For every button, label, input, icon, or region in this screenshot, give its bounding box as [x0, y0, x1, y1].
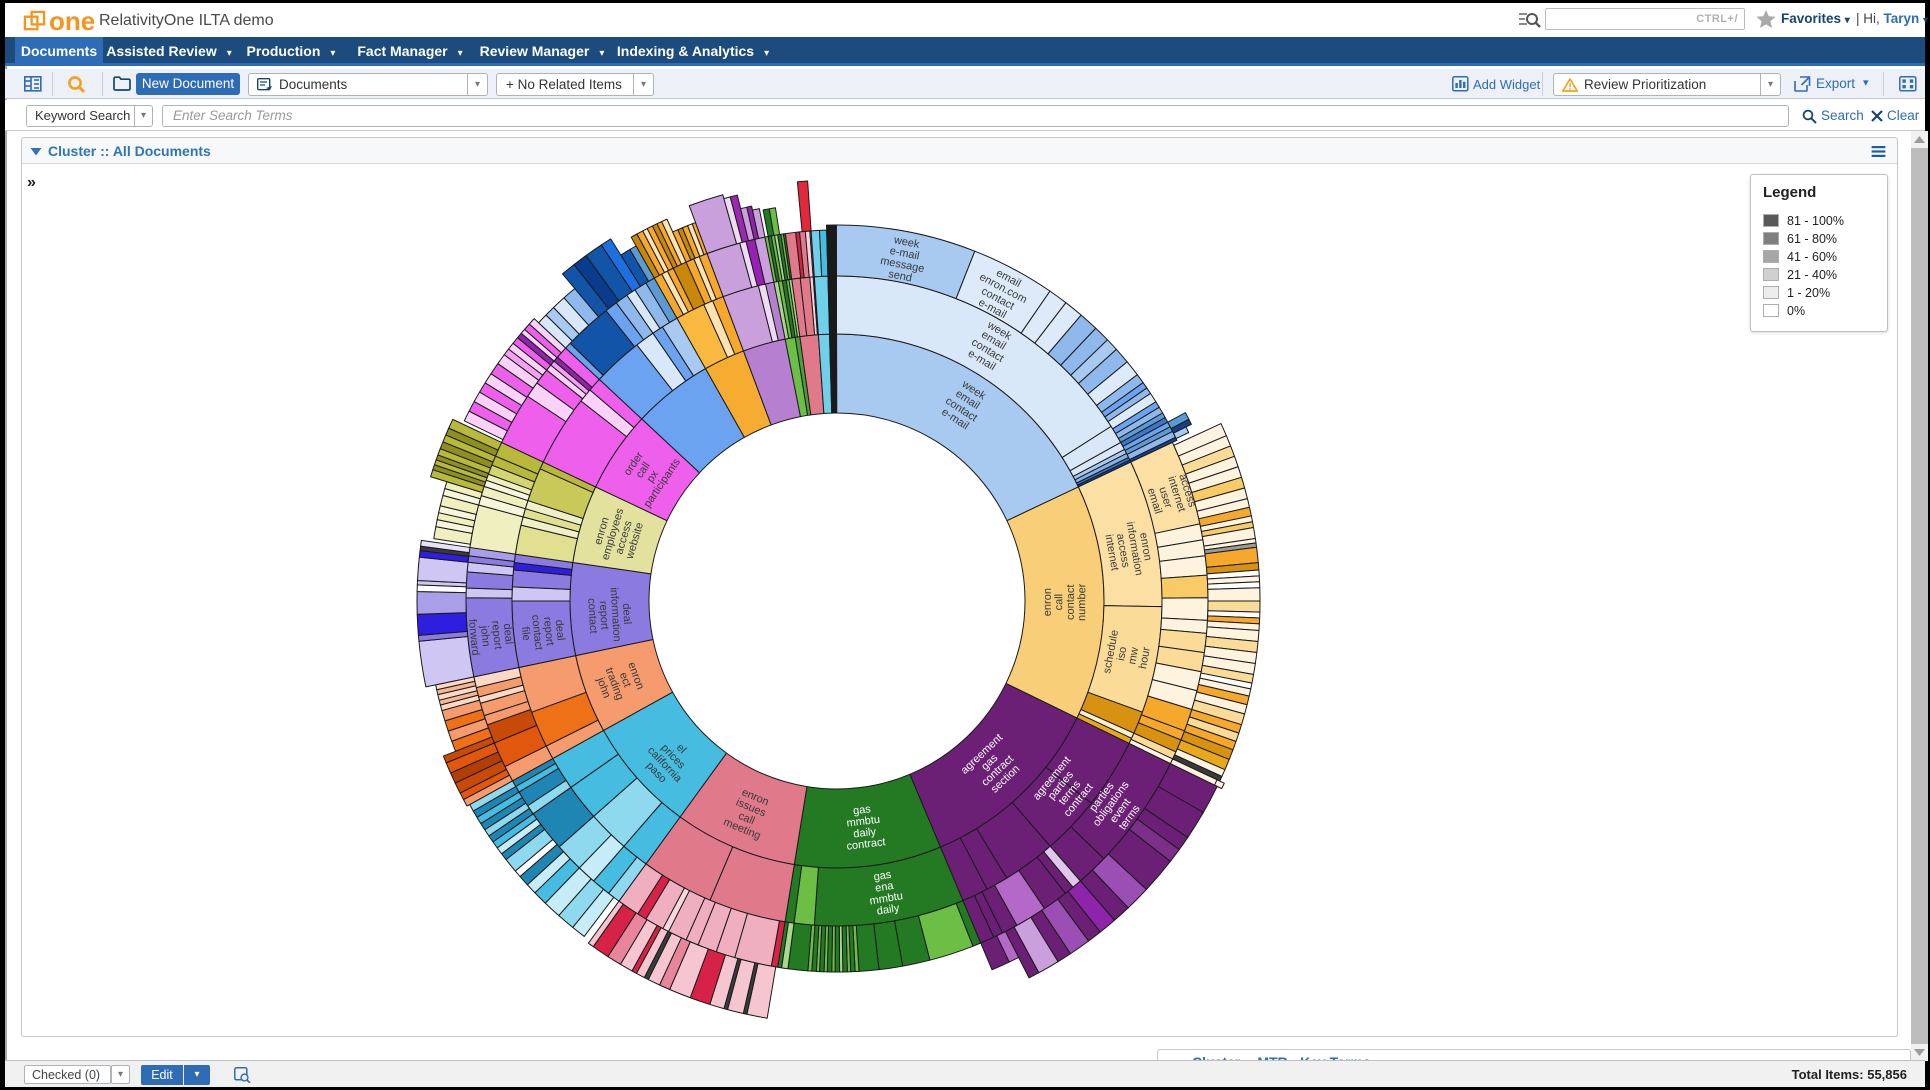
- svg-text:dealinformationreportcontact: dealinformationreportcontact: [585, 586, 635, 643]
- svg-text:enroncallcontactnumber: enroncallcontactnumber: [1042, 583, 1089, 621]
- svg-text:weeke-mailmessagesend: weeke-mailmessagesend: [877, 232, 930, 286]
- svg-text:gasmmbtudailycontract: gasmmbtudailycontract: [842, 802, 886, 853]
- svg-text:gasenammbtudaily: gasenammbtudaily: [865, 867, 906, 918]
- svg-text:dealreportjohnforward: dealreportjohnforward: [466, 615, 516, 656]
- svg-text:accessinternetuseremail: accessinternetuseremail: [1143, 471, 1198, 520]
- svg-text:dealreportcontactfile: dealreportcontactfile: [518, 612, 568, 652]
